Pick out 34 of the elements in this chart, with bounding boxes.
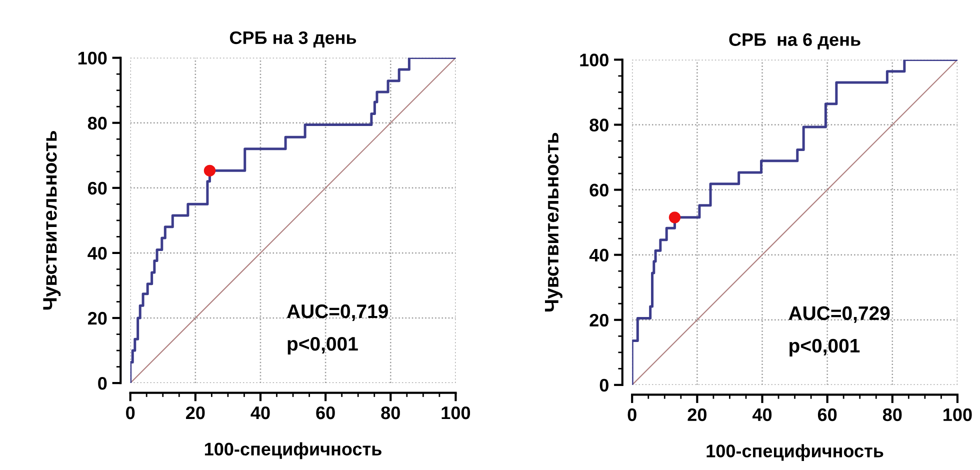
y-tick-label: 100 (78, 52, 107, 65)
annotation: p<0,001 (288, 336, 358, 355)
x-tick-label: 80 (381, 406, 400, 420)
y-tick-label: 80 (88, 116, 107, 130)
chart-title: СРБ на 3 день (230, 31, 356, 48)
x-tick-label: 60 (818, 408, 837, 422)
x-tick-label: 40 (250, 406, 270, 420)
y-axis-title: Чувствительность (43, 130, 61, 310)
annotation: p<0,001 (790, 338, 860, 356)
y-tick-label: 60 (590, 184, 608, 197)
x-axis-title: 100-специфичность (706, 444, 884, 461)
y-tick-label: 0 (600, 378, 608, 392)
x-tick-label: 20 (688, 408, 706, 422)
x-tick-label: 80 (882, 408, 902, 422)
y-tick-label: 20 (88, 312, 107, 325)
x-tick-label: 100 (442, 406, 470, 420)
x-tick-label: 0 (126, 406, 135, 420)
y-tick-label: 60 (88, 182, 107, 195)
x-tick-label: 0 (628, 408, 636, 422)
annotation: AUC=0,719 (286, 304, 388, 322)
y-tick-label: 40 (88, 246, 107, 260)
y-tick-label: 80 (590, 118, 608, 132)
y-axis-title: Чувствительность (544, 132, 562, 312)
x-tick-label: 40 (752, 408, 772, 422)
y-tick-label: 100 (580, 54, 608, 66)
y-tick-label: 40 (589, 248, 608, 262)
x-tick-label: 60 (316, 406, 335, 420)
y-tick-label: 20 (590, 314, 608, 327)
x-axis-title: 100-специфичность (204, 442, 382, 460)
x-tick-label: 100 (944, 408, 972, 422)
y-tick-label: 0 (98, 376, 107, 390)
chart-title: СРБ на 6 день (729, 33, 860, 50)
x-tick-label: 20 (186, 406, 205, 420)
annotation: AUC=0,729 (788, 306, 890, 323)
